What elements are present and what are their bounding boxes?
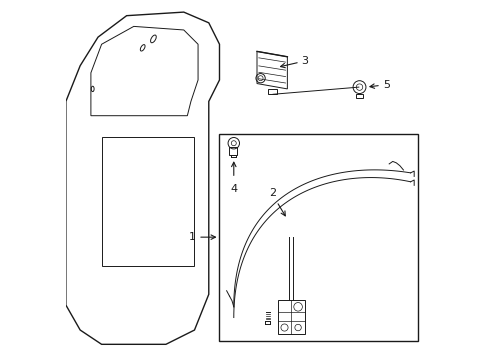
Bar xyxy=(219,134,417,341)
Text: 1: 1 xyxy=(189,232,196,242)
Text: 5: 5 xyxy=(382,80,389,90)
Text: 3: 3 xyxy=(301,57,308,66)
Text: 2: 2 xyxy=(268,188,275,198)
Text: 4: 4 xyxy=(230,184,237,194)
